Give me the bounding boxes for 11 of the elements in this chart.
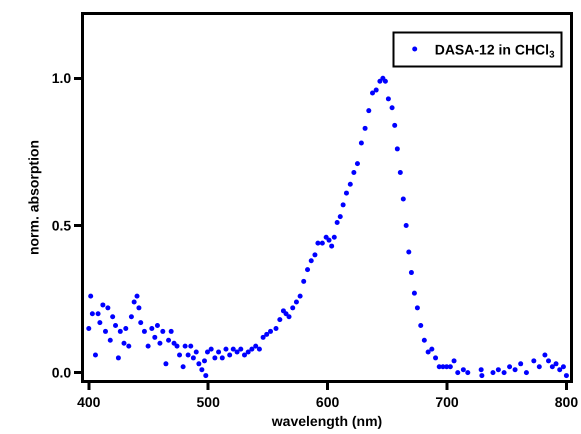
x-tick-label: 600 (316, 394, 340, 410)
x-axis-title: wavelength (nm) (270, 413, 382, 430)
x-tick-label: 500 (196, 394, 220, 410)
x-tick-label: 800 (554, 394, 578, 410)
y-tick-label: 1.0 (52, 70, 72, 86)
x-tick-label: 700 (435, 394, 459, 410)
y-tick-label: 0.5 (52, 217, 72, 234)
y-tick-label: 0.0 (52, 364, 72, 381)
y-axis-title: norm. absorption (25, 140, 42, 256)
legend-label: DASA-12 in CHCl$_{3}$ (434, 41, 556, 60)
x-tick-label: 400 (77, 394, 101, 410)
